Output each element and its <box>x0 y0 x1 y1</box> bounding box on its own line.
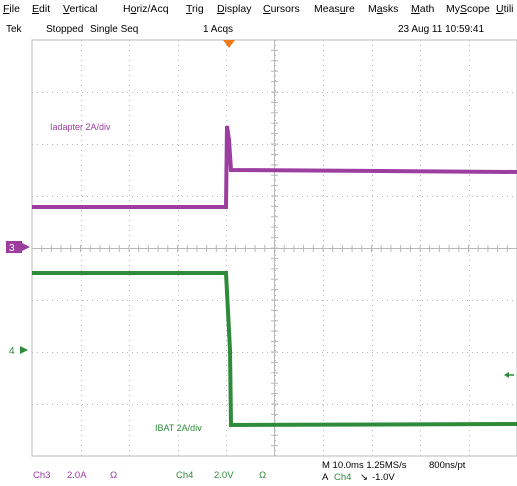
acq-mode: Single Seq <box>90 24 139 35</box>
ch3-ground-marker: 3 <box>6 241 30 254</box>
ch4-marker-label: 4 <box>9 346 15 357</box>
ch3-unit: Ω <box>110 470 118 481</box>
status-bar: Tek Stopped Single Seq 1 Acqs 23 Aug 11 … <box>0 24 517 40</box>
ch4-name[interactable]: Ch4 <box>176 470 194 481</box>
acq-count: 1 Acqs <box>203 24 234 35</box>
menu-math[interactable]: Math <box>411 3 435 15</box>
ch3-marker-label: 3 <box>9 243 15 254</box>
trigger-slope-icon: ↘ <box>360 472 368 483</box>
menu-edit[interactable]: Edit <box>32 3 51 15</box>
readout-bar: Ch3 2.0A Ω Ch4 2.0V Ω M 10.0ms 1.25MS/s … <box>0 458 517 486</box>
trigger-mode[interactable]: A <box>322 472 329 483</box>
brand-label: Tek <box>6 24 22 35</box>
menu-bar: File Edit Vertical Horiz/Acq Trig Displa… <box>0 0 517 18</box>
trigger-level[interactable]: -1.0V <box>372 472 395 483</box>
ch3-waveform <box>32 125 517 209</box>
trigger-source[interactable]: Ch4 <box>334 472 352 483</box>
menu-cursors[interactable]: Cursors <box>263 3 300 15</box>
ch3-name[interactable]: Ch3 <box>33 470 51 481</box>
menu-display[interactable]: Display <box>217 3 252 15</box>
trigger-level-marker <box>504 372 514 378</box>
menu-horiz-acq[interactable]: Horiz/Acq <box>123 3 169 15</box>
menu-utilities[interactable]: Utili <box>496 3 514 15</box>
ch3-scale[interactable]: 2.0A <box>67 470 87 481</box>
record-rate-readout: 800ns/pt <box>429 460 466 471</box>
menu-trig[interactable]: Trig <box>186 3 204 15</box>
menu-masks[interactable]: Masks <box>368 3 399 15</box>
graticule <box>31 39 517 457</box>
menu-measure[interactable]: Measure <box>314 3 355 15</box>
timebase-readout[interactable]: M 10.0ms 1.25MS/s <box>322 460 407 471</box>
ch4-unit: Ω <box>259 470 267 481</box>
ch4-waveform <box>32 271 517 428</box>
ch3-waveform-label: Iadapter 2A/div <box>50 122 111 132</box>
ch4-scale[interactable]: 2.0V <box>214 470 234 481</box>
menu-myscope[interactable]: MyScope <box>446 3 490 15</box>
date-time: 23 Aug 11 10:59:41 <box>398 24 485 35</box>
menu-file[interactable]: File <box>3 3 20 15</box>
trigger-position-marker <box>223 40 235 48</box>
ch4-ground-marker: 4 <box>9 346 28 357</box>
acq-state: Stopped <box>46 24 84 35</box>
ch4-waveform-label: IBAT 2A/div <box>155 423 202 433</box>
menu-vertical[interactable]: Vertical <box>63 3 98 15</box>
